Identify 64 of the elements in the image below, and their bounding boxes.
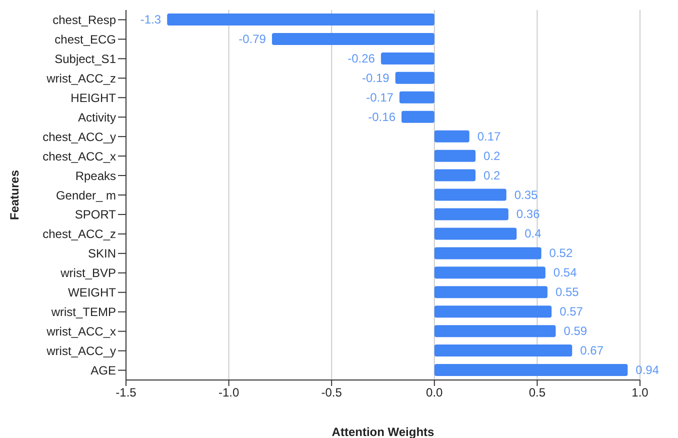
bar	[434, 286, 548, 298]
y-tick-label: Gender_ m	[56, 188, 116, 202]
y-tick-label: chest_ACC_y	[42, 130, 116, 144]
bar	[167, 14, 434, 26]
bar	[434, 266, 546, 279]
bar	[434, 169, 476, 182]
y-tick-label: chest_ECG	[54, 32, 116, 46]
data-label: 0.2	[484, 168, 501, 182]
bar	[395, 72, 434, 84]
y-tick-label: Activity	[78, 110, 116, 124]
data-label: 0.35	[514, 188, 538, 202]
y-tick-label: SPORT	[74, 208, 117, 222]
y-tick-label: SKIN	[88, 246, 116, 261]
bar	[434, 150, 476, 162]
y-tick-label: HEIGHT	[70, 90, 117, 105]
x-tick-label: 0.5	[528, 386, 546, 400]
data-label: 0.36	[516, 207, 540, 222]
y-tick-label: chest_ACC_x	[42, 149, 116, 164]
x-tick-label: 0.0	[426, 386, 444, 400]
y-tick-label: Subject_S1	[54, 52, 116, 66]
bar	[434, 130, 470, 142]
y-tick-label: chest_ACC_z	[42, 227, 116, 242]
bar	[434, 364, 628, 376]
data-label: 0.17	[477, 129, 502, 144]
data-label: -0.79	[238, 32, 266, 46]
bar	[434, 247, 542, 260]
data-label: 0.55	[555, 285, 580, 300]
data-label: -0.17	[366, 90, 394, 104]
y-tick-label: WEIGHT	[68, 286, 117, 300]
bar	[434, 325, 556, 338]
bar	[434, 228, 517, 240]
data-label: -0.16	[368, 110, 396, 124]
data-label: -1.3	[140, 12, 162, 27]
bar	[434, 208, 508, 220]
y-tick-label: chest_Resp	[52, 12, 116, 27]
y-axis-title: Features	[7, 170, 22, 220]
bar	[272, 32, 434, 45]
data-label: 0.57	[560, 304, 584, 319]
data-label: 0.2	[484, 148, 501, 163]
x-tick-label: 1.0	[632, 386, 649, 400]
bar	[434, 306, 552, 318]
x-tick-label: -1.0	[218, 386, 240, 400]
bar	[434, 344, 572, 357]
y-tick-label: wrist_ACC_x	[46, 324, 116, 339]
data-label: 0.4	[524, 226, 542, 241]
data-label: 0.67	[580, 344, 604, 358]
y-tick-label: wrist_BVP	[60, 266, 116, 280]
x-tick-label: -1.5	[116, 386, 137, 400]
data-label: 0.59	[564, 324, 588, 338]
y-tick-label: wrist_ACC_y	[46, 344, 116, 358]
bar	[402, 110, 434, 123]
data-label: -0.26	[348, 51, 376, 66]
y-tick-label: wrist_TEMP	[50, 305, 116, 320]
bar	[380, 52, 434, 64]
bar	[434, 188, 506, 201]
data-label: 0.94	[636, 363, 660, 378]
x-tick-label: -0.5	[321, 386, 342, 400]
y-tick-label: Rpeaks	[75, 168, 116, 183]
bar	[399, 91, 434, 104]
y-tick-label: AGE	[90, 364, 116, 378]
data-label: 0.52	[549, 246, 573, 260]
data-label: 0.54	[553, 266, 578, 280]
data-label: -0.19	[362, 70, 390, 85]
y-tick-label: wrist_ACC_z	[46, 71, 116, 86]
